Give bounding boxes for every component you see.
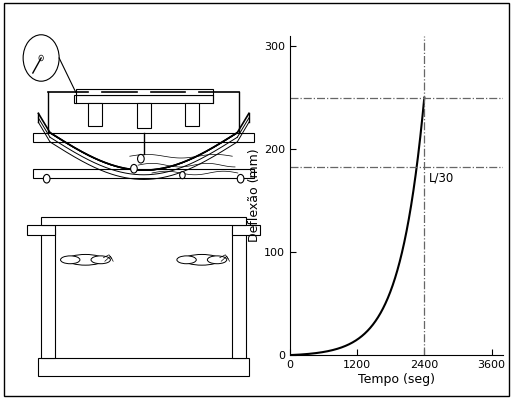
X-axis label: Tempo (seg): Tempo (seg) [358, 373, 435, 386]
Bar [41, 217, 246, 225]
Circle shape [137, 154, 144, 163]
Circle shape [238, 174, 244, 183]
Ellipse shape [61, 256, 80, 264]
Bar [232, 229, 246, 358]
Circle shape [131, 164, 137, 173]
Ellipse shape [91, 256, 110, 264]
Ellipse shape [207, 256, 227, 264]
Bar [74, 95, 213, 103]
Bar [33, 169, 254, 178]
Circle shape [180, 172, 185, 179]
Bar [41, 229, 55, 358]
Ellipse shape [184, 255, 220, 265]
Bar [88, 103, 102, 126]
Circle shape [23, 35, 59, 81]
Text: L/30: L/30 [429, 172, 454, 185]
Bar [38, 358, 249, 376]
Bar [27, 225, 55, 235]
Ellipse shape [177, 256, 196, 264]
Ellipse shape [67, 255, 104, 265]
Circle shape [44, 174, 50, 183]
Bar [33, 133, 254, 142]
Circle shape [39, 55, 44, 61]
Bar [232, 225, 260, 235]
Y-axis label: Deflexão (mm): Deflexão (mm) [248, 149, 261, 242]
Bar [136, 103, 151, 128]
Bar [185, 103, 199, 126]
Bar [76, 89, 213, 95]
